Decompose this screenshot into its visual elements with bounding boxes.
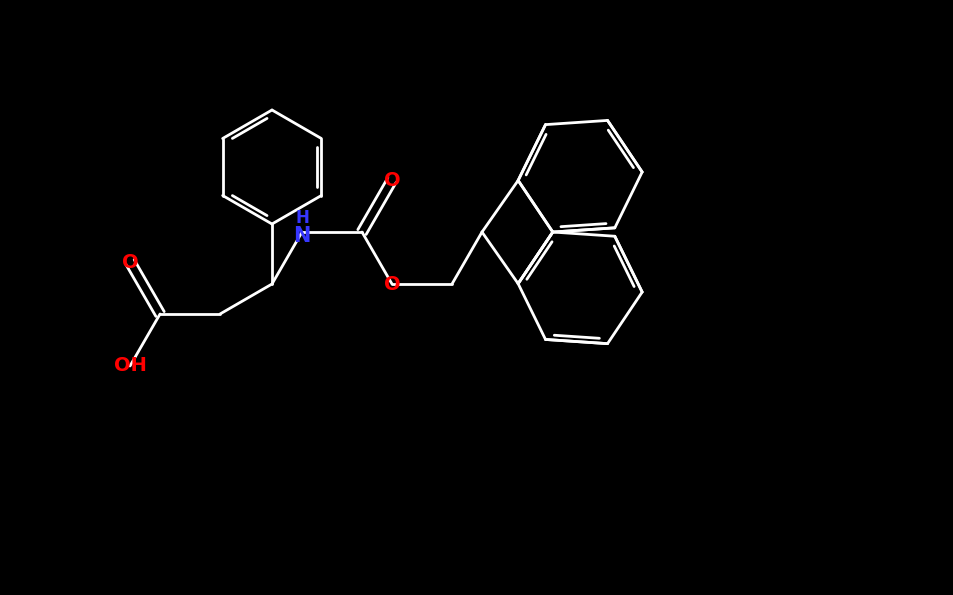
Text: OH: OH xyxy=(113,356,147,375)
Text: N: N xyxy=(293,226,311,246)
Text: O: O xyxy=(383,274,400,293)
Text: O: O xyxy=(383,171,400,190)
Text: O: O xyxy=(122,252,138,271)
Text: H: H xyxy=(294,209,309,227)
